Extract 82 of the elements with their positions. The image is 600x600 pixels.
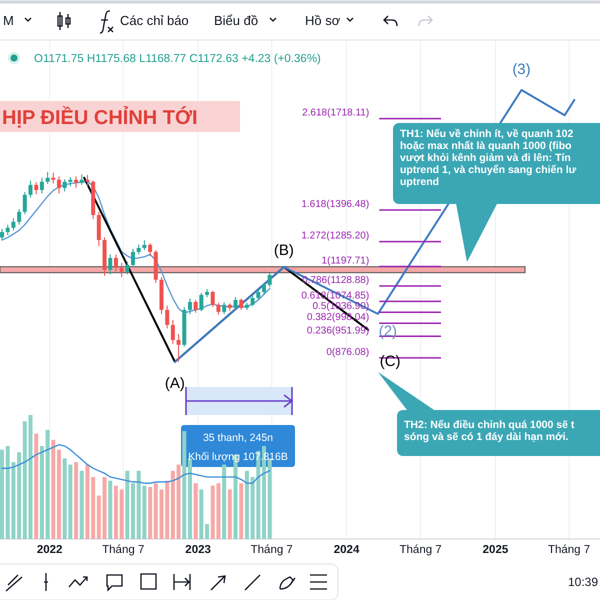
bar — [34, 434, 38, 539]
ref-line-label: 1(1197.71) — [322, 256, 370, 267]
bar — [228, 489, 232, 539]
candlestick — [165, 305, 170, 329]
annotation: (A) — [164, 374, 185, 392]
candlestick — [256, 290, 260, 300]
annotation: 35 thanh, 245n — [202, 432, 274, 444]
candlestick — [46, 172, 50, 185]
x-tick-label: Tháng 7 — [102, 544, 144, 556]
candlestick — [176, 334, 181, 362]
bar — [142, 486, 146, 539]
candlestick — [80, 174, 84, 186]
x-tick-label: 2022 — [36, 544, 62, 556]
candlestick — [239, 298, 244, 310]
x-tick-label: 2025 — [482, 544, 509, 556]
ref-line-label: 0(876.08) — [326, 346, 370, 358]
candlestick — [62, 178, 67, 192]
text: 10:39 — [568, 575, 598, 589]
candlestick — [0, 228, 4, 241]
ref-line-label: 1.272(1285.20) — [301, 230, 370, 242]
annotation: Khối lượng 107.816B — [188, 451, 288, 463]
candlestick — [120, 262, 124, 278]
annotation: TH1: Nếu về chỉnh ít, về quanh 102 hoặc max nhất là quanh 1000 (fibo vượt khỏi kênh giảm và đi lên: Tín uptrend 1, và chuyển sang chiến lư uptrend — [400, 128, 577, 188]
bar — [210, 486, 215, 539]
annotation: (B) — [274, 242, 294, 259]
x-tick-label: 2023 — [185, 544, 211, 556]
text: HỊP ĐIỀU CHỈNH TỚI — [2, 106, 198, 129]
candlestick — [125, 261, 130, 275]
candlestick — [136, 244, 141, 255]
candlestick — [51, 172, 56, 184]
candlestick — [11, 218, 16, 231]
candlestick — [131, 248, 136, 268]
x-tick-label: Tháng 7 — [400, 544, 442, 556]
candlestick — [17, 208, 22, 226]
bar — [108, 480, 112, 539]
x-tick-label: Tháng 7 — [250, 544, 293, 556]
candlestick — [28, 180, 33, 198]
candlestick — [250, 295, 255, 307]
candlestick — [170, 319, 175, 344]
x-tick-label: Tháng 7 — [548, 544, 590, 556]
candlestick — [6, 224, 10, 236]
ref-line-label: 0.236(951.99) — [306, 325, 370, 336]
candlestick — [199, 292, 204, 312]
text: M — [3, 13, 14, 28]
candlestick — [268, 272, 272, 288]
bar — [62, 458, 67, 539]
ref-line-label: 1.618(1396.48) — [301, 199, 370, 210]
ref-line-label: 2.618(1718.11) — [302, 108, 370, 119]
annotation: O1171.75 H1175.68 L1168.77 C1172.63 +4.23 (+0.36%) — [34, 53, 322, 65]
x-tick-label: 2024 — [334, 544, 360, 556]
candlestick — [22, 191, 27, 215]
bar — [216, 483, 220, 539]
bar — [239, 483, 244, 539]
candlestick — [114, 254, 118, 272]
candlestick — [188, 298, 192, 315]
candlestick — [40, 177, 44, 194]
candlestick — [262, 282, 266, 295]
candlestick — [216, 302, 220, 316]
annotation: (3) — [512, 61, 531, 78]
text: Hồ sơ — [305, 13, 341, 28]
candlestick — [68, 176, 72, 187]
candlestick — [210, 290, 215, 308]
candlestick — [148, 242, 152, 256]
annotation: (2) — [378, 322, 398, 340]
candlestick — [74, 176, 78, 188]
bar — [148, 486, 152, 539]
text: Các chỉ báo — [120, 13, 189, 28]
candlestick — [194, 299, 198, 314]
bar — [80, 470, 84, 539]
bar — [222, 464, 226, 539]
annotation: TH2: Nếu điều chỉnh quá 1000 sẽ t sóng và sẽ có 1 đáy dài hạn mới. — [404, 419, 575, 443]
candlestick — [56, 176, 61, 194]
candlestick — [108, 254, 112, 275]
text: Biểu đồ — [214, 13, 258, 28]
candlestick — [222, 302, 226, 315]
candlestick — [85, 174, 90, 186]
bar — [194, 483, 198, 539]
bar — [74, 462, 78, 539]
candlestick — [234, 296, 238, 310]
candlestick — [142, 240, 146, 251]
bar — [68, 464, 72, 539]
candlestick — [34, 182, 38, 195]
